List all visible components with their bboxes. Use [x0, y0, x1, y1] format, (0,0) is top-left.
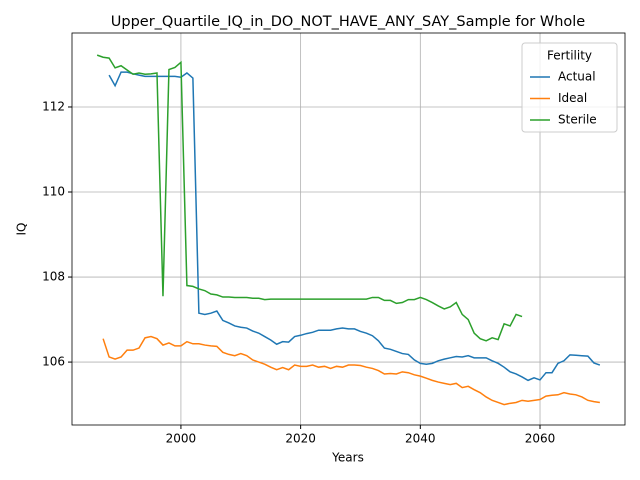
- lines: [96, 54, 601, 406]
- series-line: [96, 54, 523, 342]
- y-axis-label: IQ: [15, 223, 29, 236]
- x-tick-label: 2000: [166, 432, 197, 446]
- legend-label: Sterile: [558, 113, 597, 127]
- x-axis-label: Years: [331, 451, 364, 465]
- plot-frame: [71, 32, 626, 426]
- legend: Fertility Actual Ideal Sterile: [521, 42, 618, 133]
- x-tick-label: 2020: [285, 432, 316, 446]
- legend-title: Fertility: [547, 49, 592, 63]
- y-tick-label: 108: [42, 270, 65, 284]
- series-line: [108, 71, 601, 382]
- x-tick-label: 2060: [525, 432, 556, 446]
- legend-box: [521, 42, 618, 133]
- legend-label: Actual: [558, 70, 596, 84]
- legend-label: Ideal: [558, 91, 587, 105]
- y-tick-label: 112: [42, 99, 65, 113]
- y-tick-label: 106: [42, 355, 65, 369]
- x-tick-label: 2040: [405, 432, 436, 446]
- y-tick-label: 110: [42, 185, 65, 199]
- chart-title: Upper_Quartile_IQ_in_DO_NOT_HAVE_ANY_SAY…: [111, 14, 586, 30]
- series-line: [102, 335, 600, 406]
